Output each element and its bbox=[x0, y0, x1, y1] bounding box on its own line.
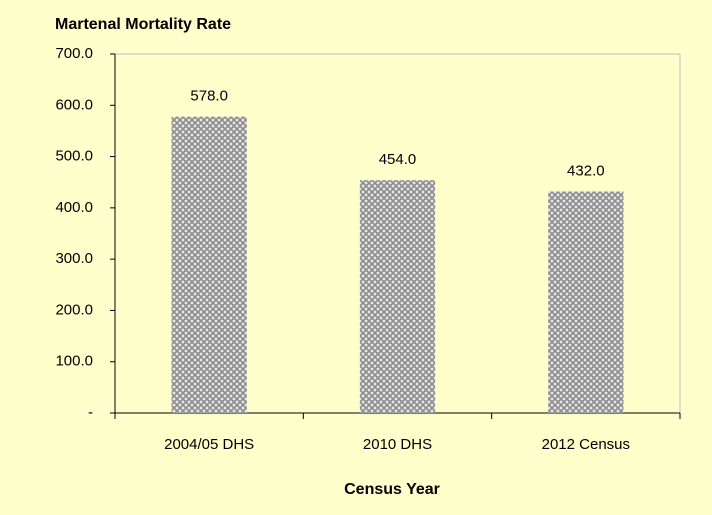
y-tick-label: 700.0 bbox=[55, 45, 93, 62]
data-label: 432.0 bbox=[567, 162, 605, 179]
x-tick-label: 2004/05 DHS bbox=[164, 436, 254, 453]
y-tick-label: 100.0 bbox=[55, 353, 93, 370]
y-tick-label: 200.0 bbox=[55, 301, 93, 318]
y-tick-label: 500.0 bbox=[55, 148, 93, 165]
y-tick-label: 300.0 bbox=[55, 250, 93, 267]
y-tick-label: 600.0 bbox=[55, 96, 93, 113]
bar bbox=[548, 191, 624, 413]
x-tick-label: 2012 Census bbox=[542, 436, 630, 453]
data-label: 578.0 bbox=[190, 88, 228, 105]
bar bbox=[171, 116, 247, 413]
data-label: 454.0 bbox=[379, 151, 417, 168]
x-axis-title: Census Year bbox=[344, 481, 440, 498]
bar bbox=[359, 180, 436, 413]
chart-title: Martenal Mortality Rate bbox=[55, 16, 231, 33]
y-tick-label: - bbox=[88, 404, 93, 421]
y-tick-label: 400.0 bbox=[55, 199, 93, 216]
x-tick-label: 2010 DHS bbox=[363, 436, 432, 453]
